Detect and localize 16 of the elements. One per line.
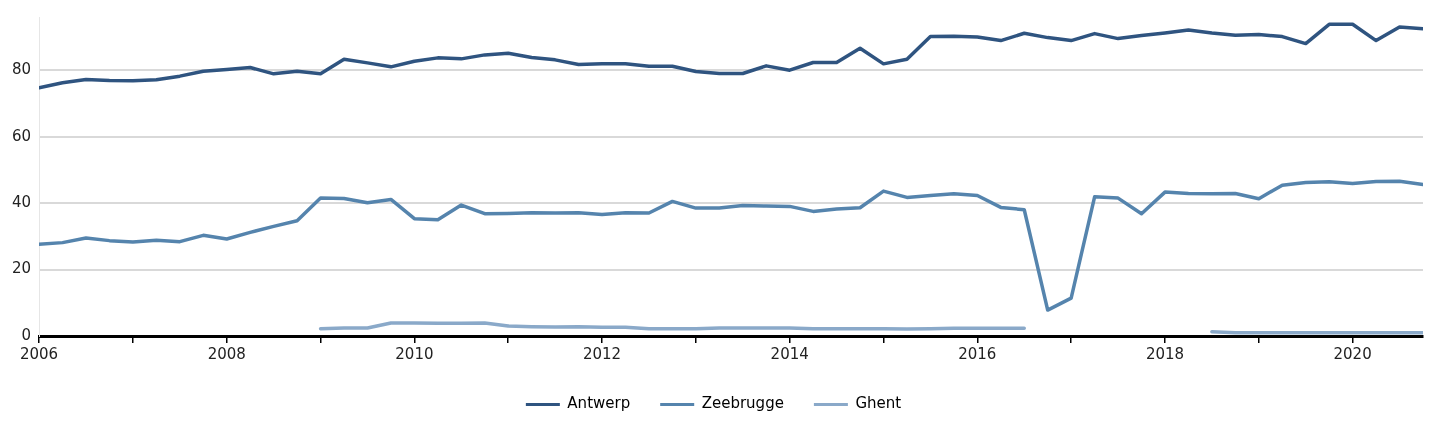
x-tick-label: 2014	[770, 344, 809, 363]
x-tick-label: 2020	[1333, 344, 1372, 363]
y-tick-label: 60	[11, 126, 32, 145]
x-tick-label: 2016	[958, 344, 997, 363]
y-tick-label: 40	[11, 192, 32, 211]
legend-label: Ghent	[855, 394, 902, 413]
x-tick-label: 2010	[395, 344, 434, 363]
x-tick-label: 2008	[207, 344, 246, 363]
legend-label: Zeebrugge	[701, 394, 784, 413]
legend-label: Antwerp	[567, 394, 631, 413]
y-tick-label: 20	[11, 259, 32, 278]
y-tick-label: 80	[11, 60, 32, 79]
y-tick-label: 0	[21, 325, 32, 344]
x-tick-label: 2018	[1145, 344, 1185, 363]
x-tick-label: 2006	[19, 344, 59, 363]
x-tick-label: 2012	[582, 344, 622, 363]
